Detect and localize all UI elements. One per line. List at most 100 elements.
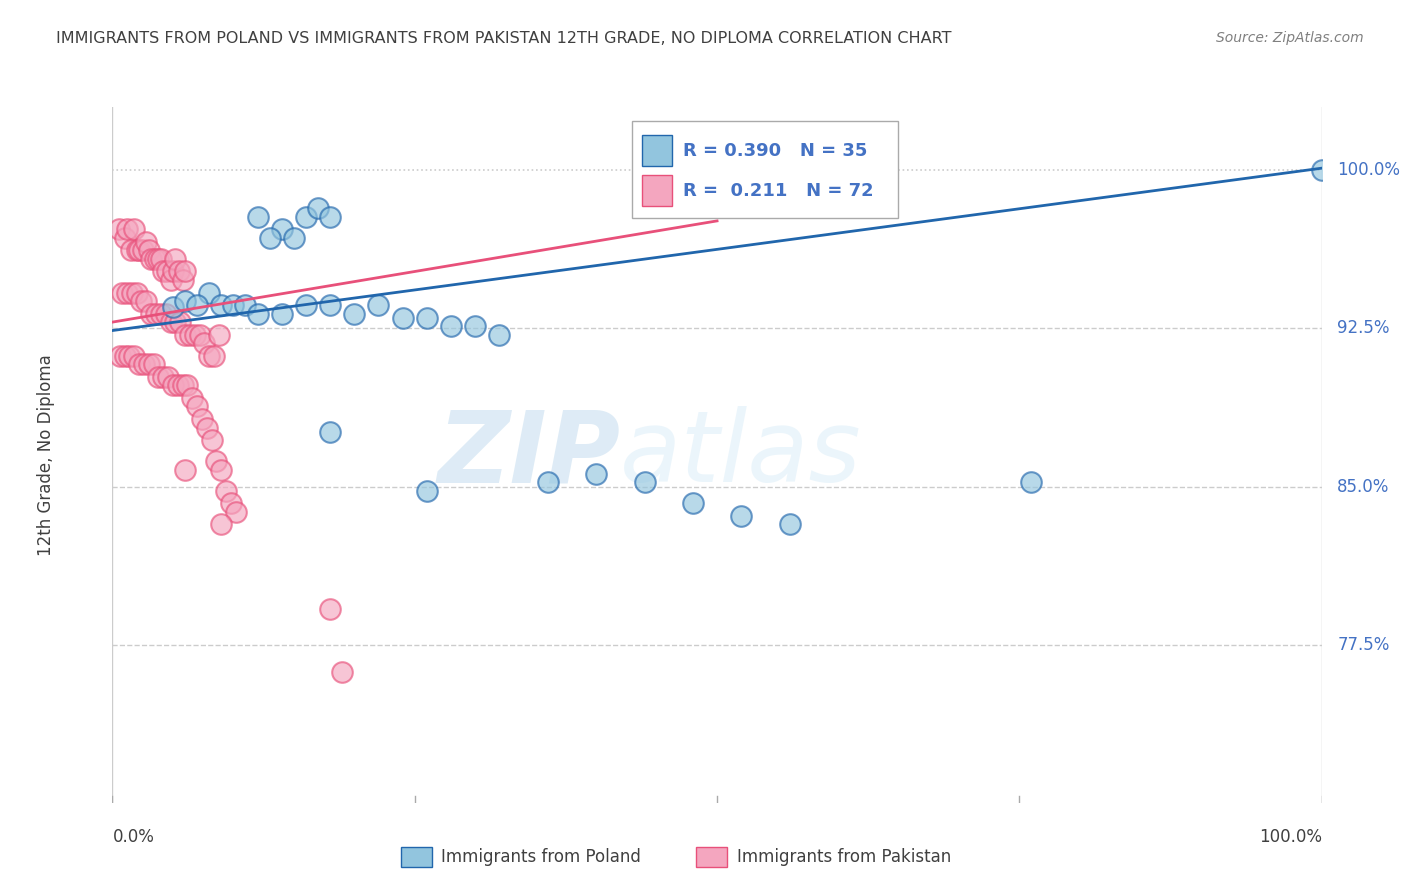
Text: atlas: atlas	[620, 407, 862, 503]
Point	[142, 357, 165, 371]
Text: R =  0.211   N = 72: R = 0.211 N = 72	[683, 182, 873, 200]
Point	[193, 336, 215, 351]
Point	[198, 349, 221, 363]
Point	[141, 307, 163, 321]
Point	[107, 222, 129, 236]
Point	[118, 349, 141, 363]
Point	[730, 509, 752, 524]
Point	[174, 293, 197, 308]
Point	[319, 602, 342, 616]
Point	[295, 210, 318, 224]
Point	[343, 307, 366, 321]
Text: ZIP: ZIP	[437, 407, 620, 503]
Point	[179, 327, 201, 342]
Text: 100.0%: 100.0%	[1337, 161, 1400, 179]
Point	[195, 420, 218, 434]
Point	[1021, 475, 1043, 490]
Point	[145, 307, 167, 321]
Point	[156, 264, 179, 278]
Point	[132, 244, 155, 258]
Point	[205, 454, 228, 468]
Bar	[643, 175, 672, 206]
Point	[779, 517, 801, 532]
Point	[440, 319, 463, 334]
Point	[115, 222, 138, 236]
Point	[246, 210, 269, 224]
Point	[225, 505, 247, 519]
Text: IMMIGRANTS FROM POLAND VS IMMIGRANTS FROM PAKISTAN 12TH GRADE, NO DIPLOMA CORREL: IMMIGRANTS FROM POLAND VS IMMIGRANTS FRO…	[56, 31, 952, 46]
Point	[283, 231, 305, 245]
Point	[209, 298, 232, 312]
Point	[166, 378, 188, 392]
Point	[319, 298, 342, 312]
Text: 12th Grade, No Diploma: 12th Grade, No Diploma	[37, 354, 55, 556]
Point	[125, 244, 148, 258]
Point	[174, 463, 197, 477]
Point	[152, 370, 174, 384]
Point	[149, 252, 172, 266]
Point	[174, 264, 197, 278]
Point	[295, 298, 318, 312]
Point	[143, 252, 166, 266]
Point	[135, 293, 157, 308]
Text: 85.0%: 85.0%	[1337, 477, 1389, 496]
Point	[416, 310, 439, 325]
Text: Source: ZipAtlas.com: Source: ZipAtlas.com	[1216, 31, 1364, 45]
Text: 92.5%: 92.5%	[1337, 319, 1391, 337]
Point	[148, 370, 170, 384]
Point	[122, 349, 145, 363]
Point	[191, 412, 214, 426]
Point	[159, 315, 181, 329]
Point	[202, 349, 225, 363]
Point	[122, 222, 145, 236]
Point	[537, 475, 560, 490]
Point	[209, 517, 232, 532]
Point	[172, 378, 194, 392]
Point	[149, 307, 172, 321]
Point	[183, 327, 205, 342]
Point	[464, 319, 486, 334]
Point	[159, 273, 181, 287]
Point	[319, 425, 342, 439]
Point	[138, 244, 160, 258]
Point	[215, 483, 238, 498]
Point	[319, 210, 342, 224]
Point	[128, 357, 150, 371]
Point	[259, 231, 281, 245]
Point	[120, 244, 142, 258]
FancyBboxPatch shape	[633, 121, 898, 219]
Point	[201, 433, 224, 447]
Point	[235, 298, 257, 312]
Point	[155, 307, 177, 321]
Point	[132, 357, 155, 371]
Point	[174, 327, 197, 342]
Point	[682, 496, 704, 510]
Point	[162, 378, 184, 392]
Point	[108, 349, 131, 363]
Point	[208, 327, 231, 342]
Point	[270, 307, 292, 321]
Point	[416, 483, 439, 498]
Point	[169, 315, 191, 329]
Point	[148, 252, 170, 266]
Point	[307, 201, 329, 215]
Point	[138, 357, 160, 371]
Point	[186, 400, 208, 414]
Point	[246, 307, 269, 321]
Point	[391, 310, 413, 325]
Point	[141, 252, 163, 266]
Text: 77.5%: 77.5%	[1337, 636, 1389, 654]
Point	[152, 264, 174, 278]
Point	[198, 285, 221, 300]
Point	[167, 264, 190, 278]
Point	[128, 244, 150, 258]
Point	[125, 285, 148, 300]
Point	[111, 285, 134, 300]
Point	[165, 315, 187, 329]
Point	[115, 285, 138, 300]
Point	[488, 327, 510, 342]
Point	[181, 391, 204, 405]
Point	[270, 222, 292, 236]
Text: 0.0%: 0.0%	[112, 828, 155, 847]
Bar	[643, 135, 672, 166]
